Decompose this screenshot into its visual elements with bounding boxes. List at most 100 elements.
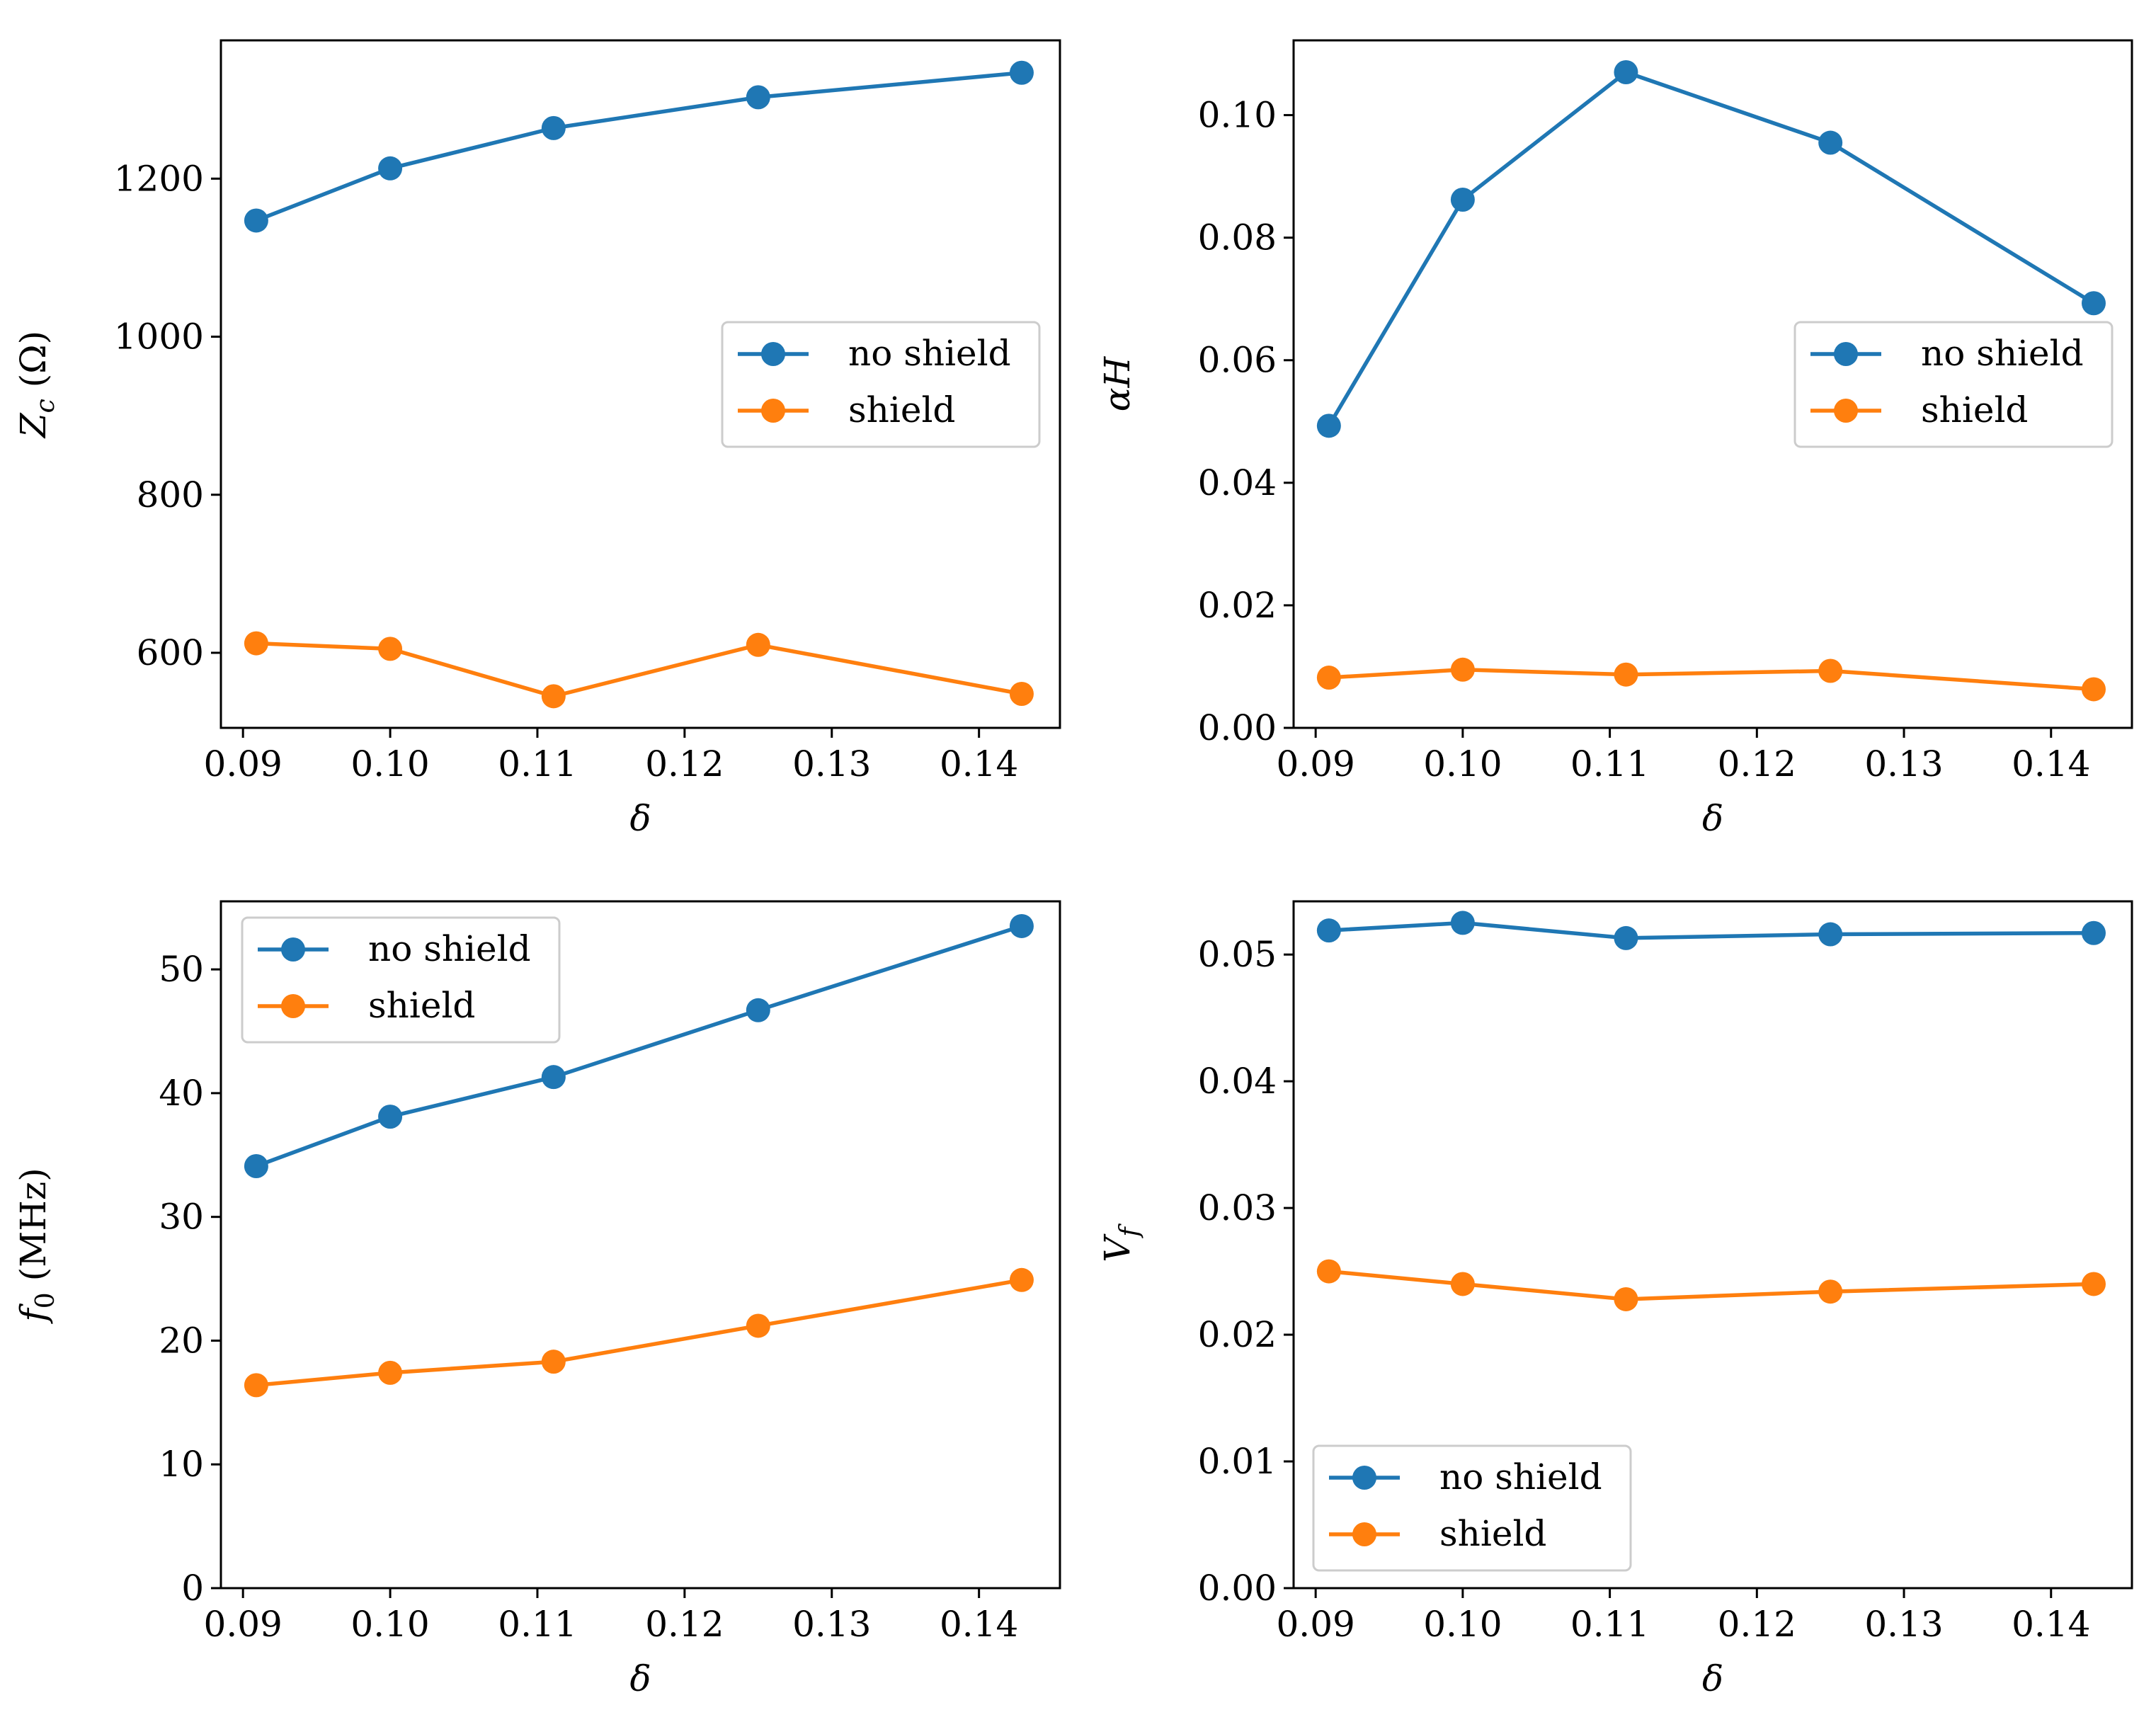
legend-marker-no-shield [1834,342,1858,366]
legend-marker-no-shield [761,342,785,366]
x-tick-label: 0.09 [204,1604,283,1645]
legend-marker-shield [761,399,785,423]
y-axis-label-unit: (MHz) [13,1168,54,1292]
legend: no shield shield [241,916,561,1044]
x-axis-label: δ [1702,1658,1723,1699]
data-point-shield [1818,658,1843,683]
axes-frame [1292,900,2133,1590]
series-line-shield [1328,668,2094,692]
data-point-shield [1316,1259,1341,1284]
data-point-no-shield [1450,188,1475,212]
legend: no shield shield [1312,1444,1632,1572]
data-point-shield [1450,1272,1475,1296]
data-point-shield [746,632,770,657]
x-tick-label: 0.09 [1276,1604,1354,1645]
y-tick-label: 0.05 [1198,934,1277,975]
data-point-no-shield [1450,911,1475,935]
x-tick-label: 0.14 [940,743,1018,785]
legend: no shield shield [721,321,1041,448]
data-point-shield [1450,657,1475,682]
data-point-shield [1009,682,1034,707]
data-point-shield [746,1313,770,1338]
y-tick-label: 0.10 [1198,95,1277,136]
y-tick-label: 0.00 [1198,707,1277,748]
x-tick-label: 0.10 [1423,743,1502,785]
data-point-no-shield [1614,925,1638,950]
legend-label-no-shield: no shield [1921,333,2084,374]
y-tick-label: 0.08 [1198,217,1277,258]
x-tick-label: 0.14 [2012,743,2090,785]
data-point-no-shield [541,115,566,140]
y-axis-label-sub: f [1115,1223,1144,1239]
x-tick-label: 0.14 [2012,1604,2090,1645]
legend-label-shield: shield [848,389,955,430]
data-point-shield [1009,1267,1034,1292]
y-tick-label: 0.04 [1198,462,1277,503]
y-tick-label: 0.04 [1198,1061,1277,1102]
x-tick-label: 0.11 [1570,743,1649,785]
x-tick-label: 0.13 [792,1604,871,1645]
data-point-no-shield [1316,918,1341,943]
y-tick-label: 600 [137,632,204,673]
series-line-shield [256,1278,1022,1388]
legend-marker-no-shield [1352,1466,1376,1490]
data-point-no-shield [1818,922,1843,947]
x-axis-label: δ [629,1658,651,1699]
x-axis-label: δ [1702,798,1723,839]
data-point-shield [378,1360,403,1385]
data-point-no-shield [541,1065,566,1090]
y-tick-label: 0.01 [1198,1441,1277,1482]
legend-label-shield: shield [1921,389,2028,430]
series-line-shield [256,641,1022,699]
y-axis-label: f0 (MHz) [13,1168,60,1324]
data-point-no-shield [2081,920,2106,945]
data-point-shield [2081,677,2106,702]
chart-3: 0.09 0.10 0.11 0.12 0.13 0.14 0 10 20 30 40 50 δ f0 (… [13,900,1061,1699]
data-point-no-shield [378,156,403,181]
y-tick-label: 0.03 [1198,1187,1277,1228]
y-axis-label-unit: (Ω) [13,331,54,399]
data-point-shield [2081,1272,2106,1296]
y-tick-label: 1200 [114,158,204,199]
data-point-shield [244,631,268,656]
data-point-shield [541,684,566,709]
data-point-no-shield [1316,413,1341,438]
x-tick-label: 0.13 [1864,743,1943,785]
data-point-no-shield [378,1105,403,1129]
y-axis-label-main: V [1097,1233,1138,1262]
axes-frame [1292,39,2133,729]
x-tick-label: 0.13 [1864,1604,1943,1645]
axes-frame [219,900,1061,1590]
data-point-no-shield [1009,913,1034,938]
chart-1: 0.09 0.10 0.11 0.12 0.13 0.14 600 800 1000 1200 δ Z… [13,39,1061,839]
data-point-shield [1614,1287,1638,1311]
y-tick-label: 0.06 [1198,340,1277,381]
data-point-no-shield [746,85,770,110]
y-axis-label-main: Z [13,412,54,439]
x-tick-label: 0.10 [1423,1604,1502,1645]
legend-marker-no-shield [281,937,305,962]
y-tick-label: 30 [159,1197,204,1238]
x-tick-label: 0.12 [1718,743,1796,785]
x-tick-label: 0.12 [1718,1604,1796,1645]
y-tick-label: 0 [181,1568,204,1609]
legend-label-no-shield: no shield [848,333,1011,374]
axes-frame [219,39,1061,729]
legend-marker-shield [1834,399,1858,423]
data-point-shield [541,1350,566,1374]
data-point-no-shield [1614,60,1638,85]
chart-4: 0.09 0.10 0.11 0.12 0.13 0.14 0.00 0.01 0.02 0.03… [1097,900,2133,1699]
data-point-no-shield [2081,291,2106,316]
series-line-no-shield [255,71,1022,223]
legend-label-no-shield: no shield [368,928,531,969]
legend-label-no-shield: no shield [1439,1456,1602,1498]
y-tick-label: 0.00 [1198,1568,1277,1609]
x-tick-label: 0.09 [204,743,283,785]
y-tick-label: 50 [159,949,204,990]
y-tick-label: 0.02 [1198,585,1277,626]
x-tick-label: 0.13 [792,743,871,785]
data-point-no-shield [244,1154,268,1179]
legend: no shield shield [1793,321,2114,448]
legend-label-shield: shield [368,985,475,1026]
